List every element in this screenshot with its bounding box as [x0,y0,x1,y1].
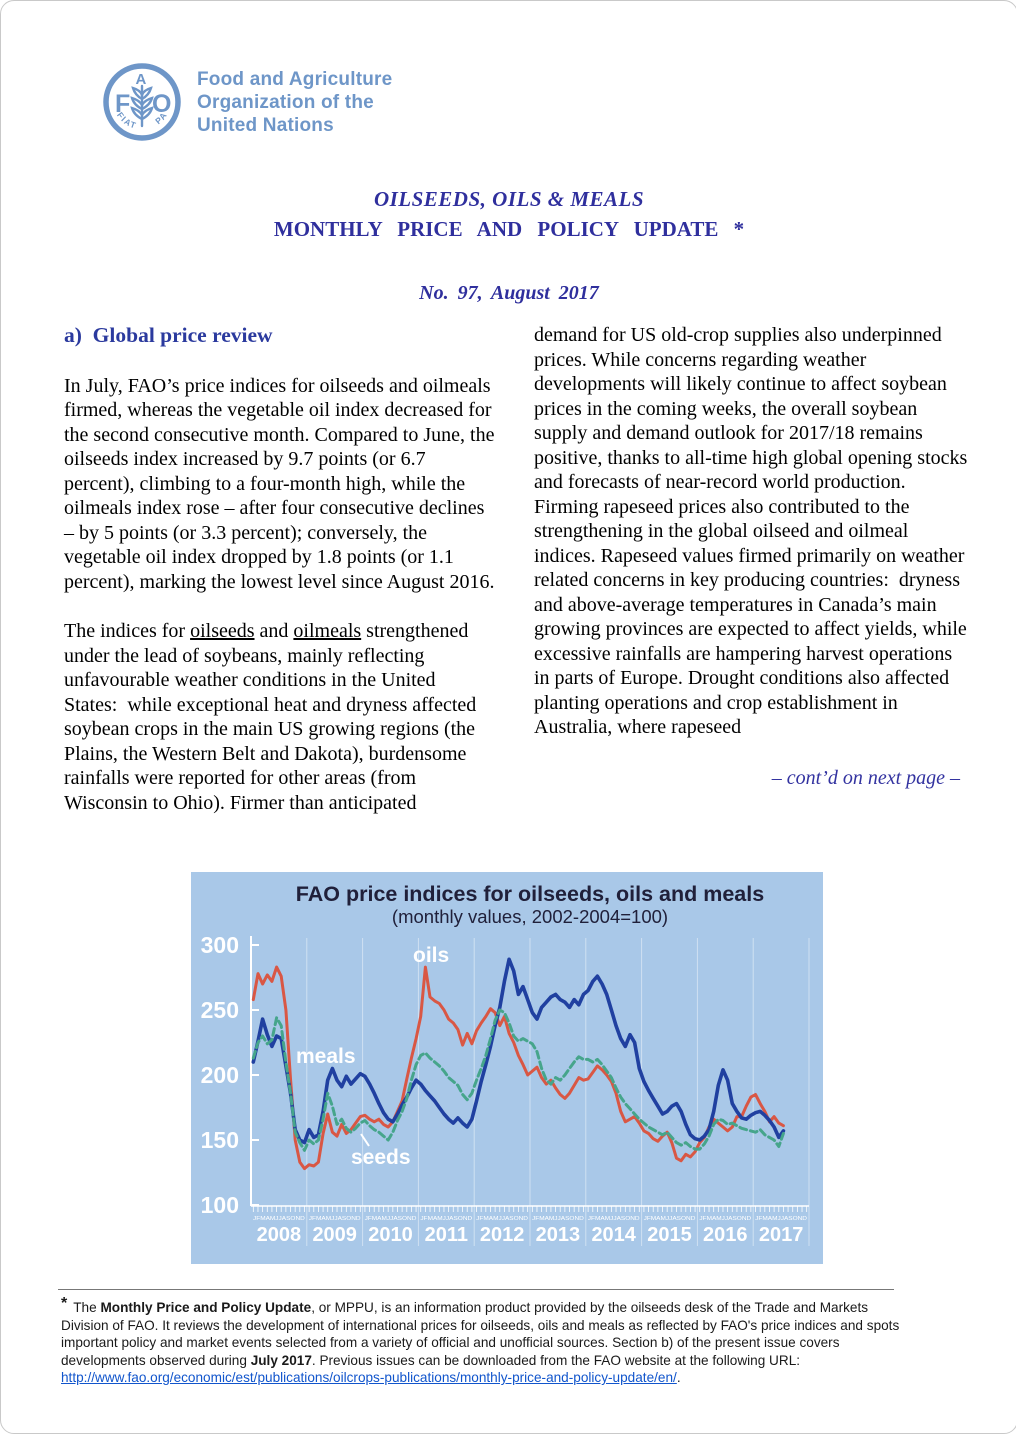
year-label: 2016 [703,1224,748,1246]
month-letters: JFMAMJJASOND [699,1216,751,1222]
continued-note: – cont’d on next page – [771,766,960,789]
year-label: 2008 [257,1224,302,1246]
year-label: 2013 [536,1224,581,1246]
month-letters: JFMAMJJASOND [253,1216,305,1222]
right-column: demand for US old-crop supplies also und… [534,323,968,790]
header: F O A FIAT PANIS Food and Agriculture Or… [101,59,392,145]
section-heading: a) Global price review [64,323,273,347]
month-letters: JFMAMJJASOND [476,1216,528,1222]
meals-line [251,957,786,1145]
month-letters: JFMAMJJASOND [309,1216,361,1222]
month-letters: JFMAMJJASOND [755,1216,807,1222]
paragraph: The indices for oilseeds and oilmeals st… [64,620,477,814]
year-label: 2015 [647,1224,692,1246]
seeds-label: seeds [351,1146,411,1169]
fao-logo-icon: F O A FIAT PANIS [101,59,181,141]
org-name: Food and Agriculture Organization of the… [197,68,393,136]
month-letters: JFMAMJJASOND [365,1216,417,1222]
footnote-divider [58,1289,894,1290]
svg-text:A: A [136,71,147,88]
year-label: 2014 [591,1224,636,1246]
doc-title-line1: OILSEEDS, OILS & MEALS [373,187,645,211]
year-label: 2009 [312,1224,357,1246]
y-tick-label: 250 [201,997,239,1023]
oils-label: oils [413,944,449,967]
svg-text:O: O [152,90,171,118]
footnote-link[interactable]: http://www.fao.org/economic/est/publicat… [61,1370,677,1385]
doc-title-line2: MONTHLY PRICE AND POLICY UPDATE * [273,217,745,241]
year-label: 2017 [759,1224,804,1246]
meals-label: meals [296,1045,356,1068]
chart-canvas: FAO price indices for oilseeds, oils and… [201,882,810,1246]
seeds-line [251,1008,785,1152]
footnote-asterisk: * [61,1295,68,1312]
price-index-chart: FAO price indices for oilseeds, oils and… [191,872,823,1264]
year-label: 2010 [368,1224,413,1246]
y-tick-label: 150 [201,1127,239,1153]
chart-subtitle: (monthly values, 2002-2004=100) [392,906,668,927]
oils-line [251,965,785,1171]
chart-title: FAO price indices for oilseeds, oils and… [296,882,764,906]
doc-issue-number: No. 97, August 2017 [419,282,599,304]
year-label: 2011 [425,1224,468,1246]
month-letters: JFMAMJJASOND [532,1216,584,1222]
paragraph: In July, FAO’s price indices for oilseed… [64,374,495,593]
month-letters: JFMAMJJASOND [644,1216,696,1222]
seeds-pointer [360,1133,370,1147]
year-label: 2012 [480,1224,524,1246]
svg-text:F: F [115,90,130,118]
y-tick-label: 100 [201,1192,239,1218]
paragraph: demand for US old-crop supplies also und… [534,324,968,738]
left-column: a) Global price review In July, FAO’s pr… [64,323,498,840]
y-tick-label: 200 [201,1062,239,1088]
y-tick-label: 300 [201,932,239,958]
month-letters: JFMAMJJASOND [420,1216,472,1222]
title-block: OILSEEDS, OILS & MEALS MONTHLY PRICE AND… [1,187,1016,305]
month-letters: JFMAMJJASOND [588,1216,640,1222]
footnote: * The Monthly Price and Policy Update, or… [61,1295,900,1385]
